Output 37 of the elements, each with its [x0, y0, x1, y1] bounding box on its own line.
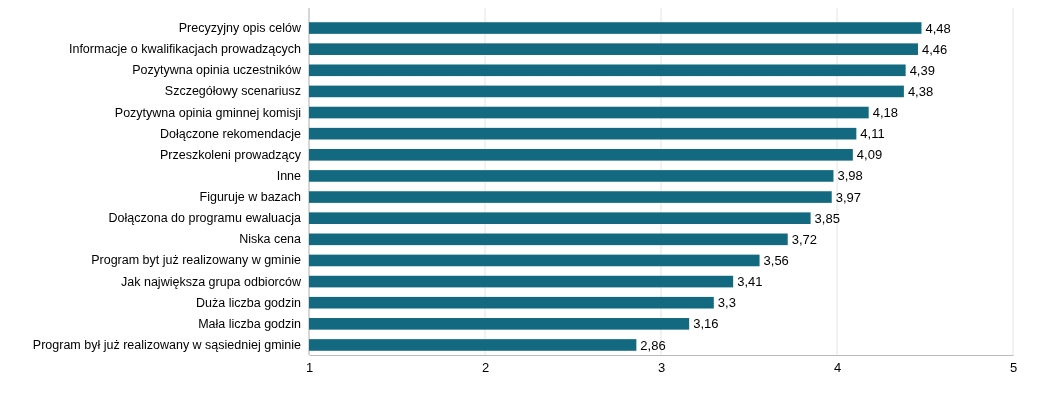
y-tick-label: Przeszkoleni prowadzący: [159, 147, 302, 162]
data-label: 3,56: [763, 253, 789, 268]
y-tick-label: Precyzyjny opis celów: [178, 21, 302, 36]
data-label: 4,11: [860, 126, 885, 142]
x-tick-label: 4: [833, 360, 842, 376]
y-tick-label: Dołączona do programu ewaluacja: [108, 211, 302, 226]
y-tick-label: Informacje o kwalifikacjach prowadzących: [68, 42, 302, 57]
y-tick-label: Jak największa grupa odbiorców: [121, 274, 302, 289]
data-label: 4,48: [925, 20, 951, 36]
data-label: 3,98: [837, 168, 863, 184]
data-label: 4,09: [856, 147, 883, 163]
data-label: 3,85: [814, 210, 840, 226]
data-label: 3,72: [791, 231, 818, 247]
data-label: 4,38: [907, 83, 934, 99]
data-label: 3,3: [717, 295, 736, 311]
y-tick-label: Program byt już realizowany w gminie: [91, 253, 302, 268]
y-tick-label: Mała liczba godzin: [198, 316, 302, 331]
y-tick-label: Figuruje w bazach: [199, 190, 302, 205]
x-tick-label: 3: [657, 360, 666, 376]
y-tick-label: Inne: [276, 168, 302, 183]
y-tick-label: Szczegółowy scenariusz: [164, 84, 301, 99]
data-label: 4,18: [872, 105, 898, 121]
data-label: 3,97: [835, 189, 862, 205]
y-tick-label: Duża liczba godzin: [196, 295, 302, 310]
y-tick-label: Niska cena: [239, 232, 302, 247]
y-tick-label: Pozytywna opinia uczestników: [132, 63, 302, 78]
x-tick-label: 2: [481, 360, 490, 376]
x-tick-label: 5: [1009, 360, 1018, 376]
x-tick-label: 1: [305, 360, 314, 376]
y-tick-label: Program był już realizowany w sąsiedniej gminie: [32, 337, 302, 352]
data-label: 2,86: [640, 337, 666, 353]
data-label: 3,16: [693, 316, 719, 332]
y-tick-label: Pozytywna opinia gminnej komisji: [114, 105, 301, 120]
data-label: 3,41: [737, 274, 763, 290]
y-tick-label: Dołączone rekomendacje: [159, 126, 302, 141]
data-label: 4,46: [921, 41, 948, 57]
data-label: 4,39: [909, 62, 935, 78]
